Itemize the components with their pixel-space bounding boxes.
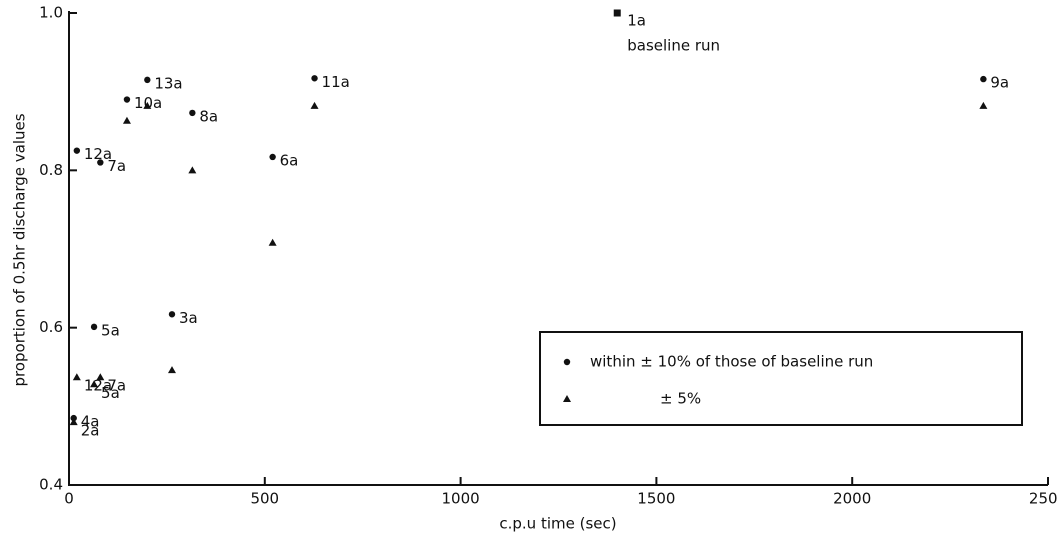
point xyxy=(90,380,99,388)
point-label: 10a xyxy=(134,94,162,112)
point xyxy=(72,373,81,381)
point-label: 6a xyxy=(280,151,299,169)
x-tick-label: 1000 xyxy=(442,490,480,508)
x-tick-label: 2000 xyxy=(833,490,871,508)
point xyxy=(123,96,131,103)
point xyxy=(168,311,176,318)
point xyxy=(189,109,196,117)
x-tick-label: 500 xyxy=(250,490,279,508)
point xyxy=(980,75,987,83)
legend-marker xyxy=(563,395,571,402)
point-label: 8a xyxy=(199,107,218,125)
y-tick-label: 0.4 xyxy=(39,476,63,494)
point xyxy=(311,75,318,82)
y-axis-label: proportion of 0.5hr discharge values xyxy=(11,113,29,386)
point-label: 5a xyxy=(101,384,120,402)
point xyxy=(122,116,131,124)
point-label: 11a xyxy=(322,73,350,91)
y-tick-label: 1.0 xyxy=(39,4,63,22)
point xyxy=(96,373,105,381)
point xyxy=(269,153,276,161)
x-tick-label: 1500 xyxy=(637,490,675,508)
y-tick-label: 0.6 xyxy=(39,318,63,336)
point xyxy=(613,9,621,17)
point xyxy=(188,166,197,174)
point xyxy=(268,238,277,246)
point-label: 13a xyxy=(154,74,182,92)
point xyxy=(979,101,988,109)
legend-box xyxy=(539,331,1023,426)
point-label: 12a xyxy=(84,377,112,395)
point-label: 12a xyxy=(84,145,112,163)
point xyxy=(310,101,319,109)
y-tick-label: 0.8 xyxy=(39,161,63,179)
point xyxy=(167,366,176,374)
point-label: 7a xyxy=(107,377,126,395)
point-label: 3a xyxy=(179,309,198,327)
point-label: 5a xyxy=(101,321,120,339)
point xyxy=(97,159,104,166)
point xyxy=(73,147,81,154)
point-label: 4a xyxy=(81,413,100,431)
point xyxy=(90,323,98,331)
point xyxy=(144,76,151,84)
point-label: 1a xyxy=(627,12,646,30)
point-label: 2a xyxy=(81,422,100,440)
annotation: baseline run xyxy=(627,37,720,55)
point-label: 9a xyxy=(990,74,1009,92)
legend-marker xyxy=(563,358,571,366)
legend-label: within ± 10% of those of baseline run xyxy=(590,353,873,371)
x-axis-label: c.p.u time (sec) xyxy=(499,515,616,533)
x-tick-label: 0 xyxy=(64,490,74,508)
legend-label: ± 5% xyxy=(660,390,701,408)
point xyxy=(69,418,78,426)
point xyxy=(143,101,152,109)
point-label: 7a xyxy=(107,157,126,175)
